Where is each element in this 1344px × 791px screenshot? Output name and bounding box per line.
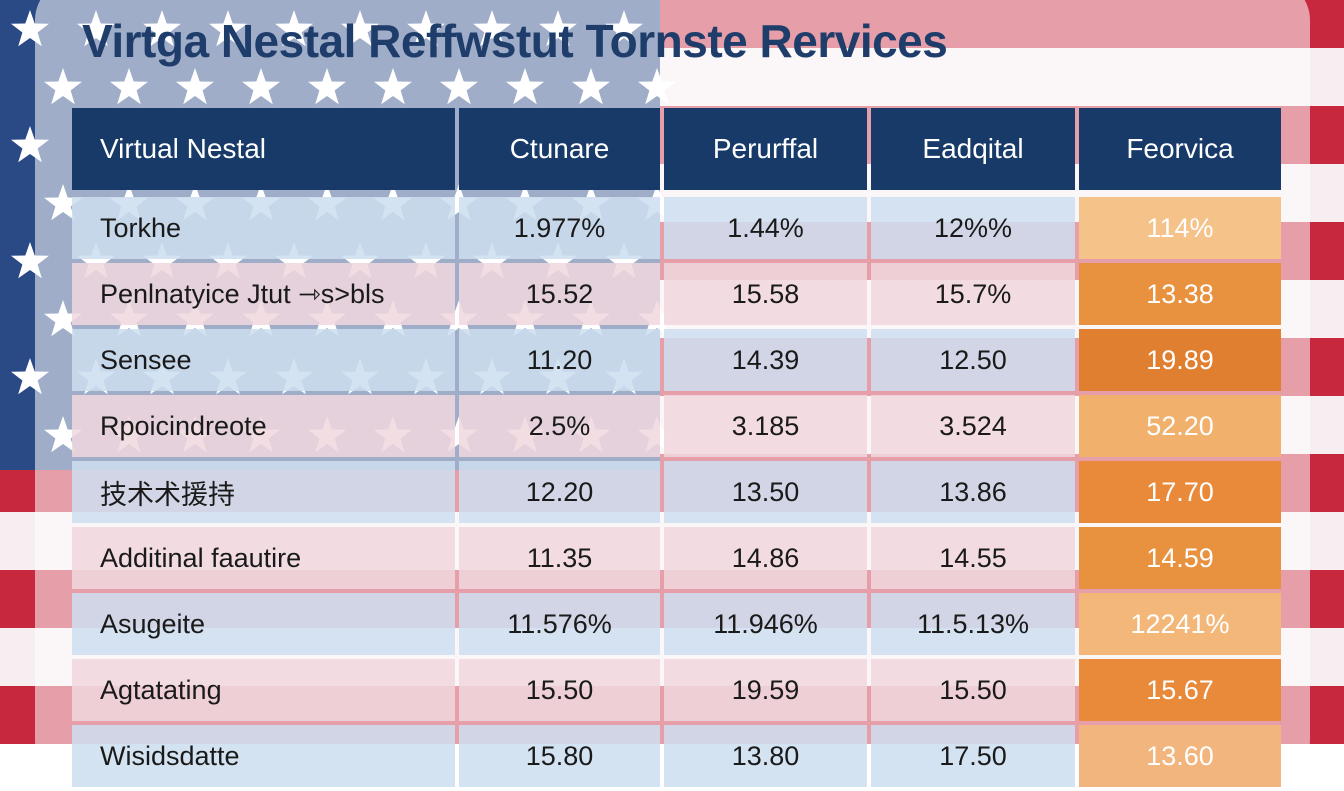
value-cell: 17.50 [871, 725, 1075, 787]
table-row: Additinal faautire 11.35 14.86 14.55 14.59 [72, 527, 1281, 589]
value-cell: 15.7% [871, 263, 1075, 325]
row-label: Torkhe [72, 197, 455, 259]
value-cell: 19.59 [664, 659, 867, 721]
table-row: 技术术援持 12.20 13.50 13.86 17.70 [72, 461, 1281, 523]
table-row: Rpoicindreote 2.5% 3.185 3.524 52.20 [72, 395, 1281, 457]
value-cell: 13.50 [664, 461, 867, 523]
value-cell: 14.55 [871, 527, 1075, 589]
value-cell: 15.50 [871, 659, 1075, 721]
value-cell: 15.50 [459, 659, 660, 721]
row-label: Asugeite [72, 593, 455, 655]
value-cell: 52.20 [1079, 395, 1281, 457]
star [11, 126, 49, 163]
header-row: Virtual Nestal Ctunare Perurffal Eadqital Fe… [72, 108, 1281, 193]
value-cell: 14.86 [664, 527, 867, 589]
table: Virtual Nestal Ctunare Perurffal Eadqital Fe… [72, 108, 1281, 791]
table-row: Asugeite 11.576% 11.946% 11.5.13% 12241% [72, 593, 1281, 655]
value-cell: 15.52 [459, 263, 660, 325]
value-cell: 3.185 [664, 395, 867, 457]
column-header: Ctunare [459, 108, 660, 190]
value-cell: 19.89 [1079, 329, 1281, 391]
row-label: Rpoicindreote [72, 395, 455, 457]
value-cell: 15.58 [664, 263, 867, 325]
value-cell: 15.80 [459, 725, 660, 787]
value-cell: 11.35 [459, 527, 660, 589]
star [11, 242, 49, 279]
value-cell: 15.67 [1079, 659, 1281, 721]
value-cell: 1.977% [459, 197, 660, 259]
value-cell: 14.59 [1079, 527, 1281, 589]
value-cell: 12241% [1079, 593, 1281, 655]
value-cell: 13.86 [871, 461, 1075, 523]
column-header: Perurffal [664, 108, 867, 190]
value-cell: 13.38 [1079, 263, 1281, 325]
value-cell: 1.44% [664, 197, 867, 259]
value-cell: 11.946% [664, 593, 867, 655]
column-header: Virtual Nestal [72, 108, 455, 190]
page-title: Virtga Nestal Reffwstut Tornste Rervices [82, 15, 948, 67]
table-row: Penlnatyice Jtut ⇾s>bls 15.52 15.58 15.7% 13… [72, 263, 1281, 325]
value-cell: 11.5.13% [871, 593, 1075, 655]
row-label: Wisidsdatte [72, 725, 455, 787]
column-header: Eadqital [871, 108, 1075, 190]
row-label: Agtatating [72, 659, 455, 721]
star [11, 10, 49, 47]
value-cell: 12.50 [871, 329, 1075, 391]
column-header: Feorvica [1079, 108, 1281, 190]
row-label: Sensee [72, 329, 455, 391]
row-label: Penlnatyice Jtut ⇾s>bls [72, 263, 455, 325]
row-label: 技术术援持 [72, 461, 455, 523]
table-row: Wisidsdatte 15.80 13.80 17.50 13.60 [72, 725, 1281, 787]
table-row: Sensee 11.20 14.39 12.50 19.89 [72, 329, 1281, 391]
value-cell: 11.576% [459, 593, 660, 655]
value-cell: 14.39 [664, 329, 867, 391]
star [11, 358, 49, 395]
value-cell: 3.524 [871, 395, 1075, 457]
value-cell: 13.60 [1079, 725, 1281, 787]
value-cell: 17.70 [1079, 461, 1281, 523]
table-row: Torkhe 1.977% 1.44% 12%% 114% [72, 197, 1281, 259]
value-cell: 13.80 [664, 725, 867, 787]
table-row: Agtatating 15.50 19.59 15.50 15.67 [72, 659, 1281, 721]
value-cell: 114% [1079, 197, 1281, 259]
value-cell: 11.20 [459, 329, 660, 391]
value-cell: 12%% [871, 197, 1075, 259]
row-label: Additinal faautire [72, 527, 455, 589]
value-cell: 12.20 [459, 461, 660, 523]
value-cell: 2.5% [459, 395, 660, 457]
